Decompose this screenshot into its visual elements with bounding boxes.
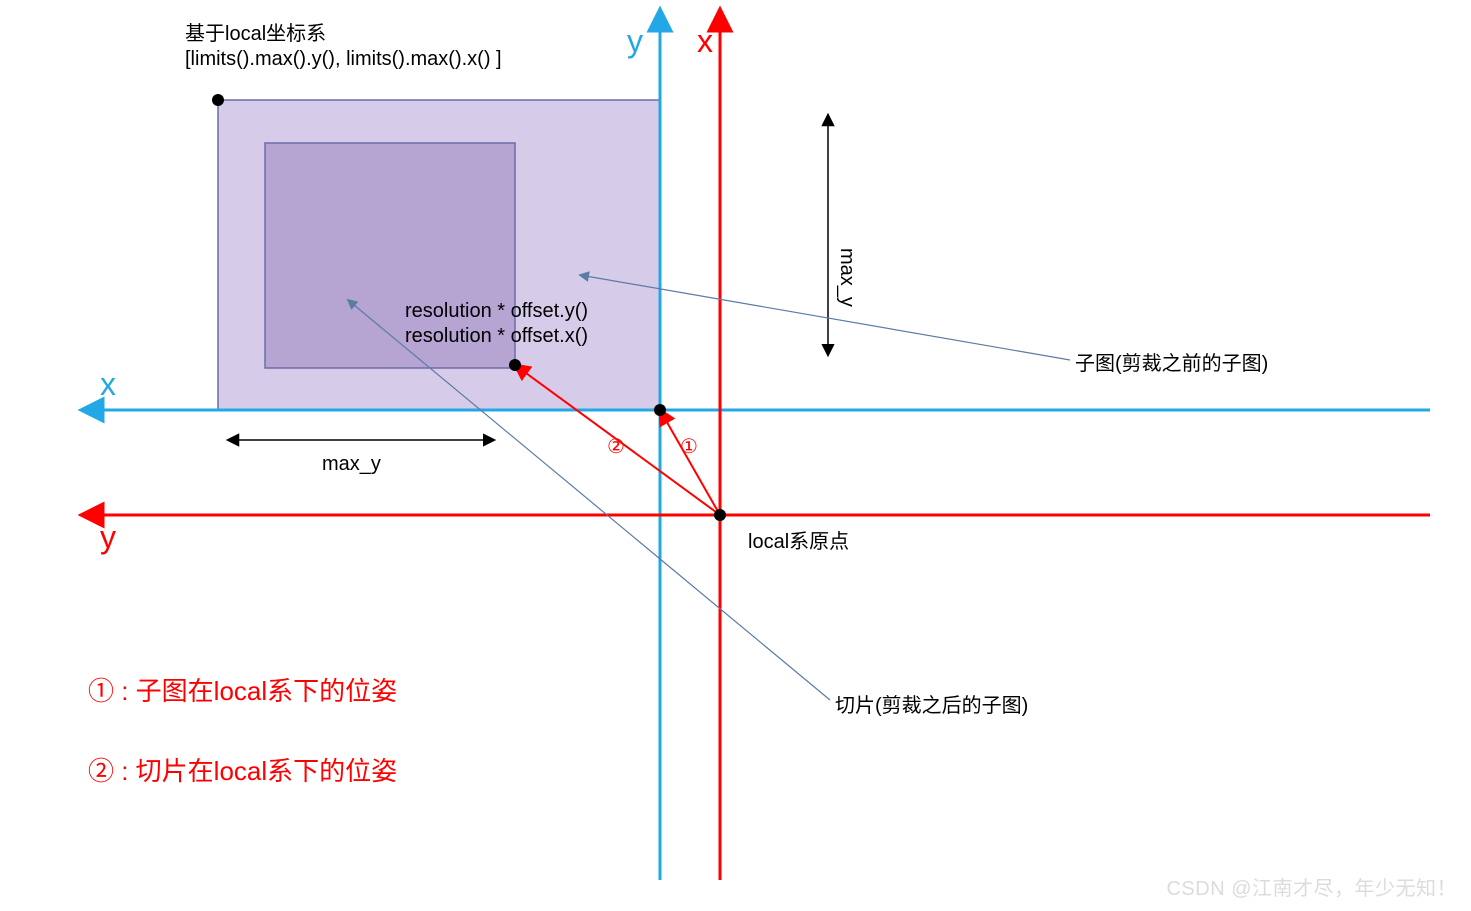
top-label-line2: [limits().max().y(), limits().max().x() … (185, 48, 502, 70)
legend-2: ② : 切片在local系下的位姿 (88, 756, 397, 786)
diagram-canvas: x y x y max_y max_y 子图(剪裁之前的子图) 切片(剪裁之后的子图) ① ② 基于… (0, 0, 1471, 911)
offset-label-line2: resolution * offset.x() (405, 325, 588, 347)
dim-max-y-horizontal-label: max_y (322, 453, 381, 475)
vector-v2-label: ② (607, 436, 625, 458)
axis-label-red_x: x (697, 23, 713, 59)
axis-label-blue_x: x (100, 366, 116, 402)
vector-v1 (660, 410, 720, 515)
axis-label-blue_y: y (627, 23, 643, 59)
top-label-line1: 基于local坐标系 (185, 22, 326, 45)
offset-label-line1: resolution * offset.y() (405, 300, 588, 322)
point-outer_tl (212, 94, 224, 106)
point-blue_origin (654, 404, 666, 416)
vector-v1-label: ① (680, 436, 698, 458)
axis-label-red_y: y (100, 519, 116, 555)
point-inner_br (509, 359, 521, 371)
watermark-text: CSDN @江南才尽，年少无知！ (1166, 872, 1457, 901)
local-origin-label: local系原点 (748, 530, 849, 553)
point-red_origin (714, 509, 726, 521)
inner_co-label: 切片(剪裁之后的子图) (835, 694, 1028, 717)
outer_co-label: 子图(剪裁之前的子图) (1075, 352, 1268, 375)
dim-max-y-vertical-label: max_y (836, 248, 858, 307)
legend-1: ① : 子图在local系下的位姿 (88, 676, 397, 706)
